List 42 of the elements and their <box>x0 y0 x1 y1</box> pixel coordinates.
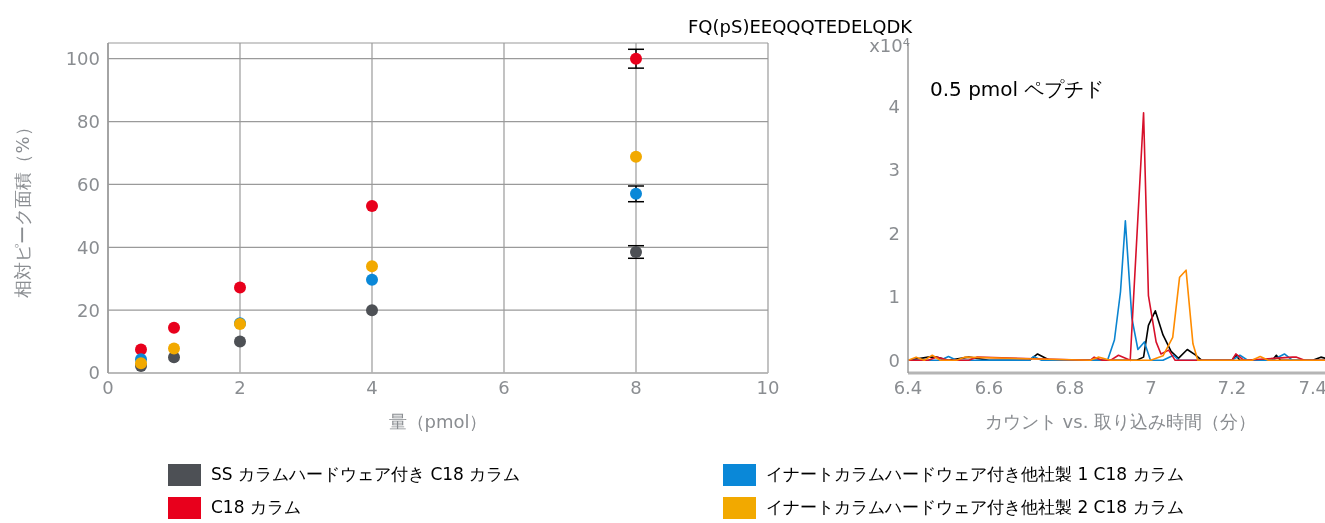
y-tick-label: 100 <box>65 48 100 70</box>
x-tick-label: 0 <box>102 376 114 398</box>
y-tick-label: 1 <box>888 286 900 308</box>
legend-label: イナートカラムハードウェア付き他社製 1 C18 カラム <box>766 463 1184 486</box>
annotation: 0.5 pmol ペプチド <box>930 76 1105 103</box>
y-tick-label: 0 <box>88 362 100 384</box>
x-tick-label: 4 <box>366 376 378 398</box>
point <box>366 304 378 317</box>
y-tick-label: 60 <box>77 173 100 195</box>
x-axis-title: カウント vs. 取り込み時間（分） <box>984 411 1257 432</box>
x-tick-label: 8 <box>630 376 642 398</box>
point <box>366 260 378 273</box>
point <box>168 342 180 355</box>
y-tick-label: 0 <box>888 349 900 371</box>
point <box>234 281 246 294</box>
point <box>630 52 642 65</box>
x-axis-title: 量（pmol） <box>388 411 488 432</box>
x-tick-label: 6.4 <box>893 376 923 398</box>
x-tick-label: 7 <box>1145 376 1157 398</box>
legend-label: C18 カラム <box>211 496 301 519</box>
y-axis-title: x10⁴ <box>869 34 910 56</box>
y-tick-label: 80 <box>77 110 100 132</box>
x-tick-label: 2 <box>234 376 246 398</box>
point <box>234 335 246 348</box>
y-tick-label: 40 <box>77 236 100 258</box>
point <box>168 321 180 334</box>
y-tick-label: 2 <box>888 222 900 244</box>
x-tick-label: 10 <box>756 376 780 398</box>
point <box>630 150 642 163</box>
y-tick-label: 3 <box>888 159 900 181</box>
y-tick-label: 20 <box>77 299 100 321</box>
y-axis-title: 相対ピーク面積（%） <box>12 118 34 298</box>
point <box>366 200 378 213</box>
x-tick-label: 7.2 <box>1217 376 1247 398</box>
legend-label: イナートカラムハードウェア付き他社製 2 C18 カラム <box>766 496 1184 519</box>
point <box>366 273 378 286</box>
legend-label: SS カラムハードウェア付き C18 カラム <box>211 463 521 486</box>
x-tick-label: 6.8 <box>1055 376 1085 398</box>
y-tick-label: 4 <box>888 95 900 117</box>
chart-title: FQ(pS)EEQQQTEDELQDK <box>688 16 914 37</box>
x-tick-label: 6 <box>498 376 510 398</box>
x-tick-label: 6.6 <box>974 376 1004 398</box>
